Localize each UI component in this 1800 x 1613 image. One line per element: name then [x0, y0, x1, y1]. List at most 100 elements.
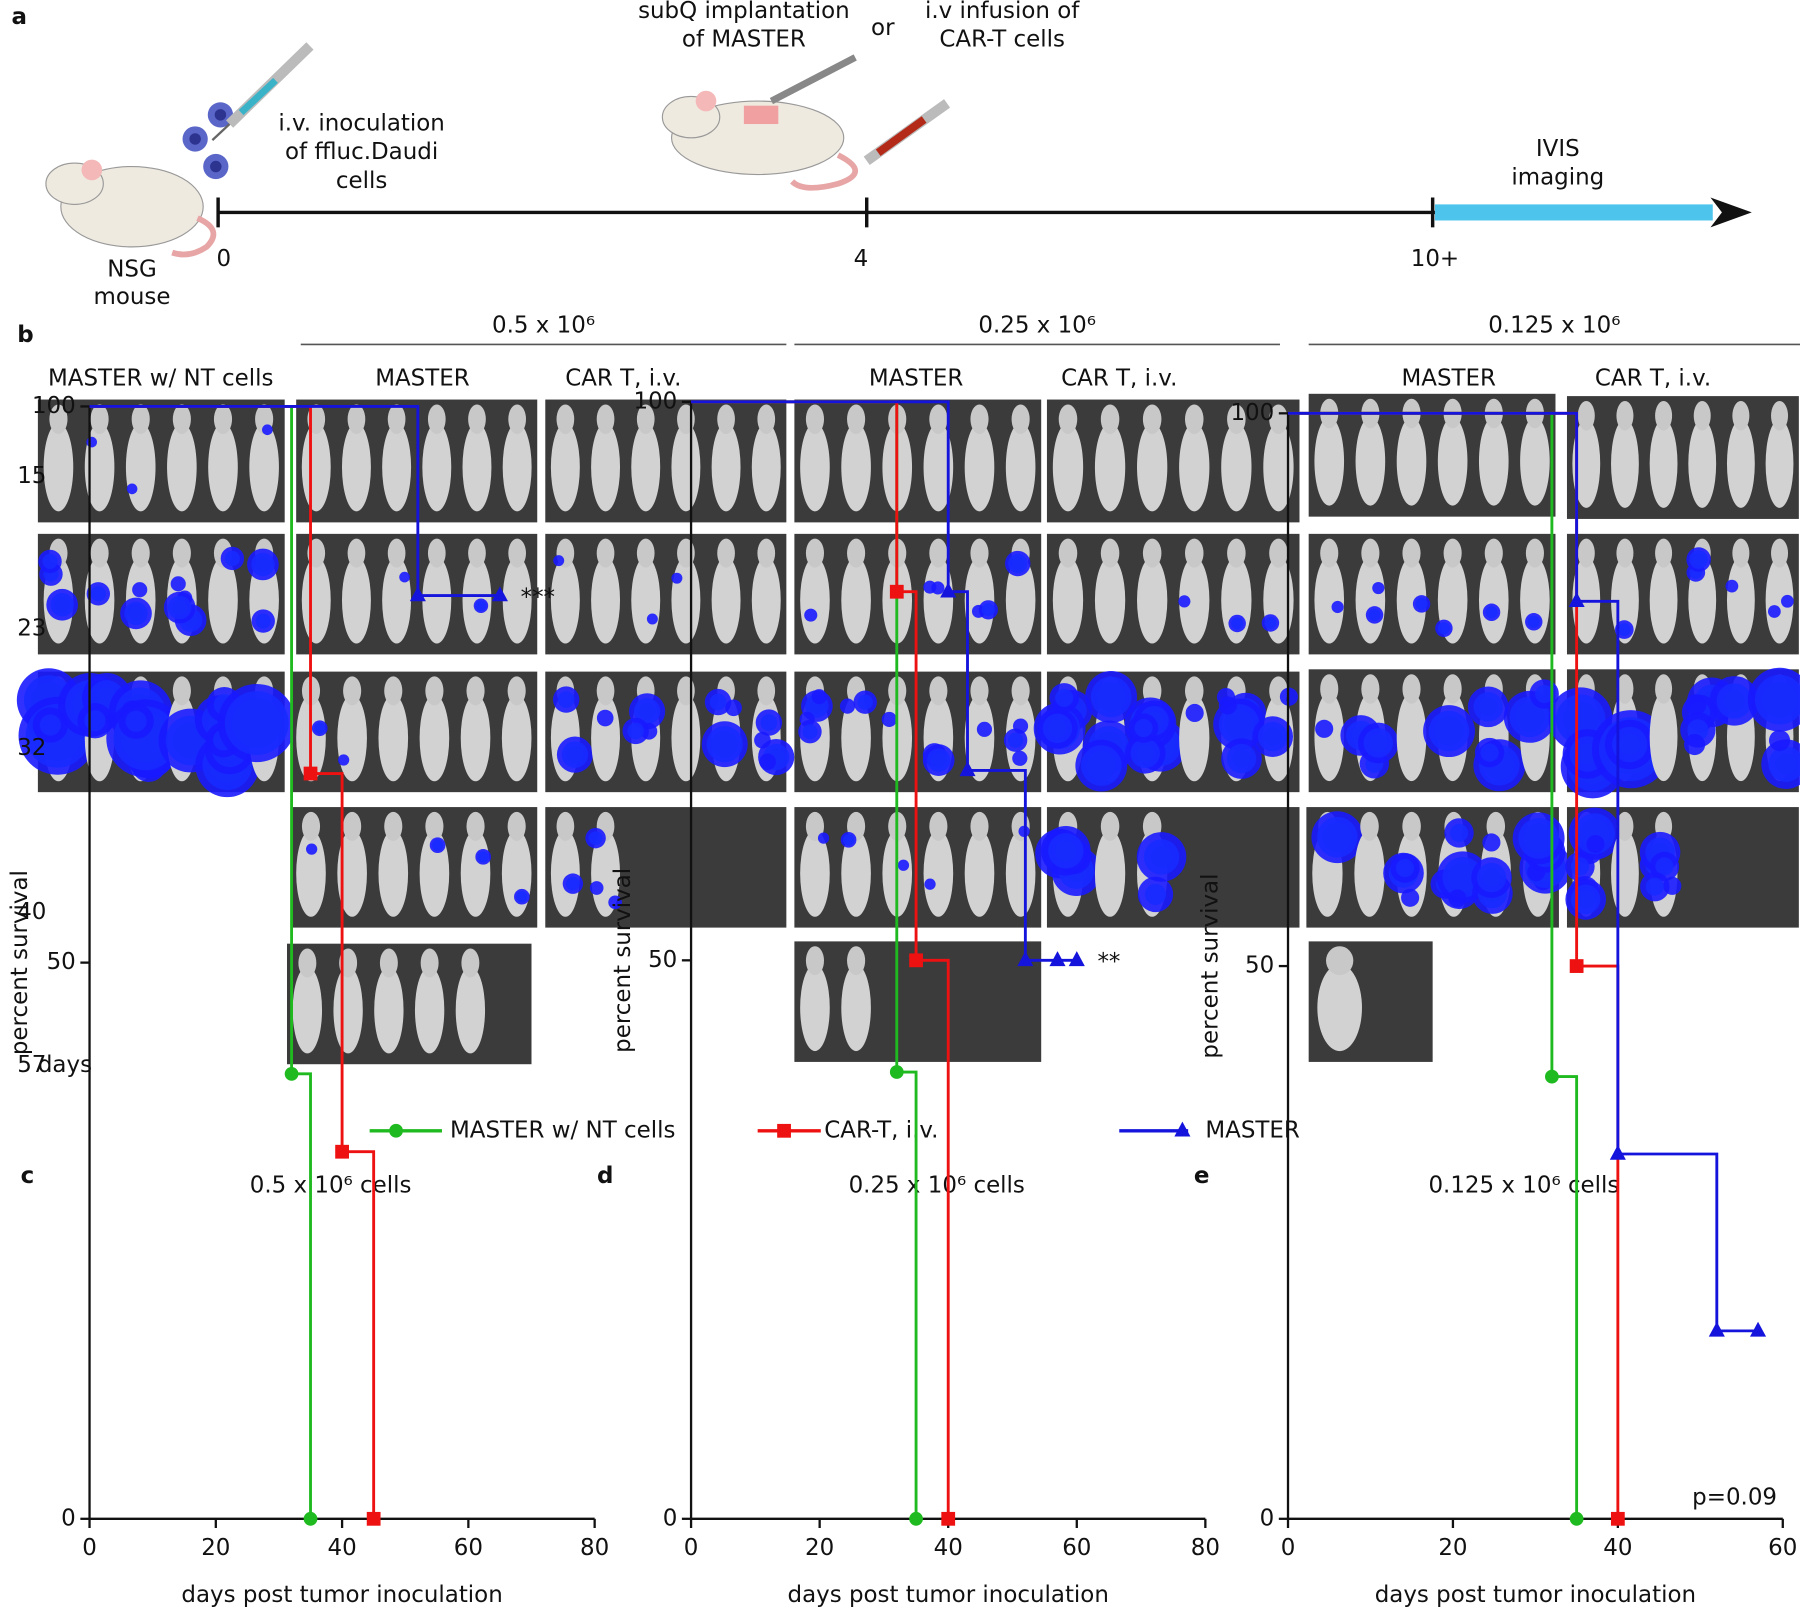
label: 0: [217, 246, 232, 272]
mouse-head: [1402, 538, 1421, 568]
marker: [1068, 951, 1085, 967]
row-label: 32: [17, 735, 46, 761]
mouse-head: [1011, 811, 1030, 841]
mouse: [208, 422, 238, 512]
signal: [755, 709, 783, 736]
signal: [608, 895, 622, 910]
mouse-head: [847, 946, 866, 976]
mouse-head: [1443, 674, 1462, 704]
mouse: [711, 556, 741, 644]
signal: [897, 859, 910, 871]
signal: [77, 702, 113, 739]
mouse-head: [1320, 538, 1339, 568]
mouse-head: [384, 676, 403, 706]
signal: [163, 591, 196, 624]
signal: [1512, 812, 1565, 865]
survival-curve: [1288, 411, 1759, 1333]
x-axis-label: days post tumor inoculation: [181, 1582, 502, 1608]
mouse-head: [131, 404, 150, 434]
mouse: [1355, 417, 1386, 506]
survival-curve: [89, 405, 500, 597]
signal: [1357, 722, 1399, 764]
y-tick-label: 50: [648, 947, 677, 973]
mouse-head: [507, 676, 526, 706]
mouse: [462, 422, 492, 512]
signal: [1137, 876, 1174, 913]
mouse-head: [1616, 401, 1634, 431]
panel-letter: e: [1194, 1163, 1210, 1189]
mouse-head: [507, 811, 526, 841]
row-label: 15: [17, 463, 46, 489]
x-tick-label: 40: [934, 1535, 963, 1561]
mouse-head: [1100, 811, 1120, 841]
y-axis-label: percent survival: [610, 868, 636, 1053]
mouse-head: [425, 676, 444, 706]
signal: [429, 837, 446, 854]
mouse-head: [847, 538, 866, 568]
mouse: [301, 556, 331, 644]
x-tick-label: 0: [82, 1535, 97, 1561]
image-panel: [1308, 533, 1556, 655]
mouse: [631, 422, 661, 512]
marker: [303, 766, 318, 781]
mouse-head: [757, 404, 776, 434]
label: NSG: [107, 256, 157, 282]
mouse: [1221, 422, 1252, 512]
signal: [1005, 550, 1031, 577]
image-panel: [545, 533, 787, 655]
signal: [46, 588, 79, 621]
signal: [1761, 739, 1800, 789]
y-tick-label: 0: [663, 1505, 678, 1531]
mouse-head: [596, 538, 615, 568]
image-panel: [37, 533, 285, 655]
image-panel: [545, 399, 787, 523]
chart-title: 0.25 x 10⁶ cells: [849, 1172, 1025, 1198]
mouse: [422, 556, 452, 644]
group-header: 0.25 x 10⁶: [978, 313, 1096, 339]
mouse: [1572, 419, 1601, 508]
mouse-head: [461, 948, 480, 978]
signal: [118, 703, 154, 739]
signal: [622, 717, 649, 745]
mouse: [1726, 419, 1755, 508]
signal: [1444, 818, 1474, 848]
label: or: [871, 15, 895, 41]
image-panel: [37, 399, 285, 523]
mouse: [591, 829, 621, 917]
mouse-head: [420, 948, 439, 978]
mouse-head: [339, 948, 358, 978]
x-tick-label: 60: [1768, 1535, 1797, 1561]
mouse-head: [1525, 538, 1544, 568]
marker: [1545, 1069, 1559, 1084]
mouse-head: [1402, 674, 1421, 704]
mouse-head: [466, 676, 485, 706]
row-label: 57: [17, 1052, 46, 1078]
signal: [1568, 807, 1621, 860]
mouse: [1478, 417, 1509, 506]
marker: [941, 1511, 956, 1526]
signal: [1525, 613, 1543, 631]
mouse: [301, 422, 331, 512]
imaging-grid: [16, 393, 1800, 1065]
y-tick-label: 50: [1245, 953, 1274, 979]
mouse: [1094, 829, 1126, 917]
mouse: [1611, 829, 1639, 917]
marker: [335, 1144, 349, 1159]
mouse: [125, 422, 156, 512]
signal: [1725, 579, 1739, 593]
mouse: [1094, 556, 1126, 644]
signal: [931, 581, 945, 595]
signal: [1747, 667, 1800, 732]
label: of MASTER: [682, 27, 806, 53]
group-header: 0.5 x 10⁶: [492, 313, 595, 339]
signal: [1372, 581, 1385, 595]
y-tick-label: 100: [32, 393, 76, 419]
signal: [1037, 707, 1078, 749]
x-axis-label: days post tumor inoculation: [1375, 1582, 1696, 1608]
legend-label: MASTER w/ NT cells: [450, 1117, 675, 1143]
signal: [701, 721, 748, 768]
mouse-head: [1655, 401, 1673, 431]
row-unit: days: [38, 1052, 92, 1078]
signal: [1128, 713, 1159, 743]
